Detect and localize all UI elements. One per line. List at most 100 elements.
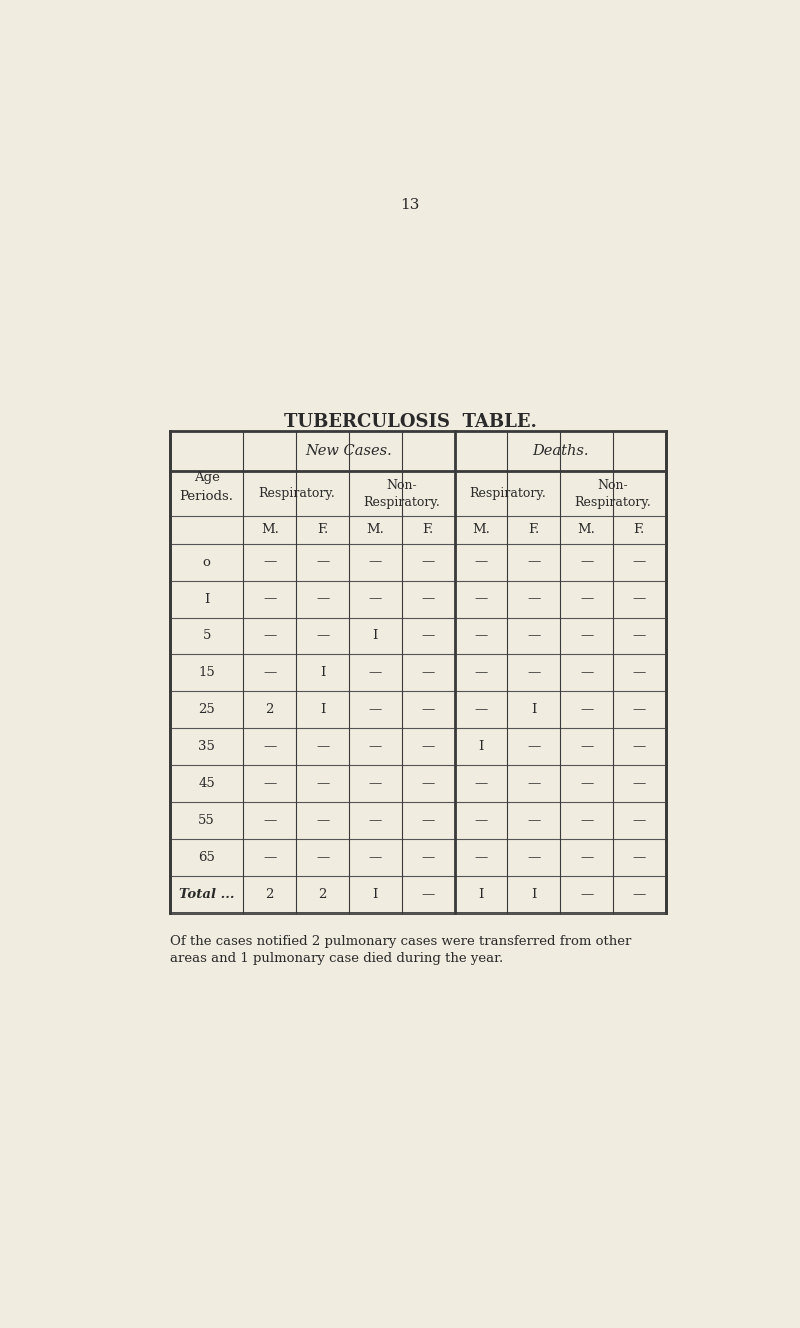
Text: F.: F. [634,523,645,537]
Text: 2: 2 [266,704,274,716]
Text: Non-
Respiratory.: Non- Respiratory. [574,478,651,509]
Text: Respiratory.: Respiratory. [469,487,546,501]
Text: —: — [527,814,540,827]
Text: —: — [316,592,329,606]
Text: —: — [580,629,593,643]
Text: —: — [263,777,276,790]
Text: —: — [633,704,646,716]
Text: —: — [527,667,540,680]
Text: —: — [369,741,382,753]
Text: —: — [316,555,329,568]
Text: —: — [422,851,434,865]
Text: —: — [580,667,593,680]
Text: 15: 15 [198,667,215,680]
Text: 2: 2 [266,888,274,902]
Text: Of the cases notified 2 pulmonary cases were transferred from other: Of the cases notified 2 pulmonary cases … [170,935,631,948]
Text: —: — [474,667,487,680]
Text: —: — [580,888,593,902]
Text: —: — [580,555,593,568]
Text: —: — [633,777,646,790]
Text: —: — [422,741,434,753]
Text: —: — [633,814,646,827]
Text: —: — [474,814,487,827]
Text: —: — [316,814,329,827]
Text: I: I [531,888,537,902]
Text: —: — [263,592,276,606]
Text: New Cases.: New Cases. [306,444,392,458]
Text: —: — [580,704,593,716]
Text: —: — [474,851,487,865]
Text: —: — [369,814,382,827]
Text: —: — [369,592,382,606]
Text: —: — [633,741,646,753]
Text: —: — [263,667,276,680]
Text: —: — [633,592,646,606]
Text: Non-
Respiratory.: Non- Respiratory. [363,478,440,509]
Text: —: — [263,814,276,827]
Text: —: — [422,888,434,902]
Text: —: — [580,777,593,790]
Text: Deaths.: Deaths. [532,444,589,458]
Text: —: — [369,777,382,790]
Text: I: I [320,667,326,680]
Text: —: — [369,704,382,716]
Text: —: — [474,555,487,568]
Text: M.: M. [261,523,278,537]
Text: 65: 65 [198,851,215,865]
Bar [170,432,666,914]
Text: 55: 55 [198,814,215,827]
Text: —: — [633,629,646,643]
Text: 2: 2 [318,888,326,902]
Text: —: — [422,667,434,680]
Text: —: — [633,888,646,902]
Text: —: — [369,667,382,680]
Text: I: I [204,592,210,606]
Text: —: — [580,592,593,606]
Text: —: — [422,592,434,606]
Text: Respiratory.: Respiratory. [258,487,334,501]
Text: F.: F. [317,523,328,537]
Text: —: — [633,667,646,680]
Text: —: — [527,777,540,790]
Text: —: — [263,555,276,568]
Text: —: — [263,851,276,865]
Text: I: I [478,888,484,902]
Text: F.: F. [422,523,434,537]
Text: 5: 5 [202,629,210,643]
Text: —: — [527,741,540,753]
Text: —: — [263,741,276,753]
Text: —: — [580,814,593,827]
Text: —: — [316,851,329,865]
Text: Age
Periods.: Age Periods. [179,471,234,503]
Text: 13: 13 [400,198,420,212]
Text: —: — [316,629,329,643]
Text: —: — [633,851,646,865]
Text: Total ...: Total ... [179,888,234,902]
Text: —: — [369,851,382,865]
Text: —: — [474,777,487,790]
Text: I: I [373,888,378,902]
Text: —: — [422,629,434,643]
Text: areas and 1 pulmonary case died during the year.: areas and 1 pulmonary case died during t… [170,952,503,964]
Text: —: — [527,851,540,865]
Text: 25: 25 [198,704,215,716]
Text: I: I [531,704,537,716]
Text: M.: M. [472,523,490,537]
Text: I: I [478,741,484,753]
Text: —: — [316,741,329,753]
Text: —: — [474,629,487,643]
Text: 35: 35 [198,741,215,753]
Text: —: — [422,814,434,827]
Text: —: — [527,555,540,568]
Text: —: — [474,704,487,716]
Text: —: — [580,741,593,753]
Text: o: o [202,555,210,568]
Text: —: — [633,555,646,568]
Text: —: — [422,555,434,568]
Text: I: I [373,629,378,643]
Text: —: — [369,555,382,568]
Text: M.: M. [578,523,595,537]
Text: I: I [320,704,326,716]
Text: —: — [474,592,487,606]
Text: —: — [422,704,434,716]
